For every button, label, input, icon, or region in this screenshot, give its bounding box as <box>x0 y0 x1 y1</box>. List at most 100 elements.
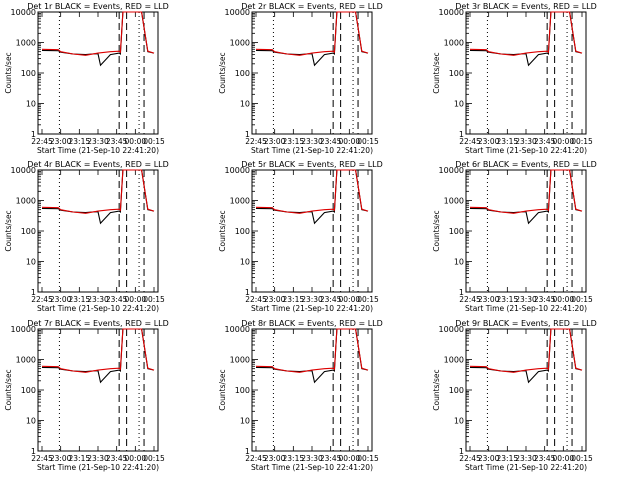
x-tick-label: 00:00 <box>125 454 147 463</box>
y-tick-label: 1 <box>31 288 36 297</box>
x-tick-label: 23:15 <box>283 295 305 304</box>
y-tick-label: 1000 <box>16 39 36 48</box>
y-tick-label: 100 <box>21 227 36 236</box>
x-tick-label: 00:15 <box>357 137 379 146</box>
x-axis-label: Start Time (21-Sep-10 22:41:20) <box>37 463 159 472</box>
x-tick-label: 00:00 <box>339 137 361 146</box>
y-axis-label: Counts/sec <box>218 210 227 251</box>
y-tick-label: 1000 <box>16 356 36 365</box>
y-tick-label: 100 <box>235 69 250 78</box>
x-axis-label: Start Time (21-Sep-10 22:41:20) <box>251 304 373 313</box>
x-axis-label: Start Time (21-Sep-10 22:41:20) <box>465 146 587 155</box>
events-series-line <box>469 169 583 225</box>
y-tick-label: 10 <box>240 100 250 109</box>
x-tick-label: 00:15 <box>571 295 593 304</box>
y-axis-label: Counts/sec <box>4 369 13 410</box>
detector-panel: 1 10 100 1000 10000 22:4523:0023:1523:3023:45… <box>4 319 169 472</box>
x-tick-label: 23:15 <box>497 454 519 463</box>
y-tick-label: 1 <box>459 447 464 456</box>
y-tick-label: 1 <box>245 447 250 456</box>
panel-title: Det 9r BLACK = Events, RED = LLD <box>455 319 597 328</box>
x-tick-label: 23:00 <box>50 137 72 146</box>
plot-frame <box>465 169 587 293</box>
x-tick-label: 23:45 <box>534 295 556 304</box>
x-tick-label: 23:45 <box>534 454 556 463</box>
x-tick-label: 23:45 <box>106 137 128 146</box>
y-tick-label: 10000 <box>11 8 36 17</box>
plot-frame <box>37 169 159 293</box>
x-tick-label: 23:30 <box>515 295 537 304</box>
x-tick-label: 23:45 <box>106 454 128 463</box>
x-tick-label: 23:15 <box>69 137 91 146</box>
events-series-line <box>255 11 369 67</box>
x-tick-label: 00:15 <box>357 295 379 304</box>
x-tick-label: 23:45 <box>320 295 342 304</box>
x-tick-label: 23:30 <box>301 137 323 146</box>
detector-panel: 1 10 100 1000 10000 22:4523:0023:1523:3023:45… <box>218 160 383 313</box>
lld-series-line <box>469 11 583 56</box>
panel-title: Det 4r BLACK = Events, RED = LLD <box>27 160 169 169</box>
x-tick-label: 23:15 <box>69 454 91 463</box>
y-tick-label: 10 <box>26 100 36 109</box>
y-tick-label: 100 <box>449 386 464 395</box>
y-tick-label: 10000 <box>439 166 464 175</box>
x-tick-label: 23:00 <box>478 295 500 304</box>
x-tick-label: 22:45 <box>245 137 267 146</box>
y-tick-label: 10000 <box>225 166 250 175</box>
x-tick-label: 00:00 <box>125 295 147 304</box>
y-tick-label: 1000 <box>16 197 36 206</box>
detector-panel: 1 10 100 1000 10000 22:4523:0023:1523:3023:45… <box>432 319 597 472</box>
x-axis-label: Start Time (21-Sep-10 22:41:20) <box>251 463 373 472</box>
panel-title: Det 3r BLACK = Events, RED = LLD <box>455 2 597 11</box>
y-tick-label: 1000 <box>230 356 250 365</box>
x-tick-label: 00:00 <box>553 137 575 146</box>
plot-frame <box>251 169 373 293</box>
x-tick-label: 00:15 <box>143 454 165 463</box>
x-tick-label: 00:00 <box>339 454 361 463</box>
plot-frame <box>465 328 587 452</box>
y-tick-label: 100 <box>21 386 36 395</box>
events-series-line <box>255 328 369 384</box>
events-series-line <box>41 11 155 67</box>
x-tick-label: 23:30 <box>515 454 537 463</box>
y-tick-label: 10000 <box>11 325 36 334</box>
y-tick-label: 1000 <box>444 356 464 365</box>
x-tick-label: 22:45 <box>31 137 53 146</box>
x-tick-label: 00:00 <box>553 454 575 463</box>
y-tick-label: 1 <box>459 288 464 297</box>
x-tick-label: 23:30 <box>87 454 109 463</box>
x-tick-label: 23:00 <box>264 454 286 463</box>
y-axis-label: Counts/sec <box>432 52 441 93</box>
x-tick-label: 23:15 <box>497 137 519 146</box>
events-series-line <box>255 169 369 225</box>
y-tick-label: 100 <box>449 69 464 78</box>
panel-title: Det 8r BLACK = Events, RED = LLD <box>241 319 383 328</box>
x-tick-label: 23:00 <box>264 137 286 146</box>
y-tick-label: 10000 <box>11 166 36 175</box>
events-series-line <box>41 169 155 225</box>
y-tick-label: 10000 <box>439 8 464 17</box>
x-axis-label: Start Time (21-Sep-10 22:41:20) <box>37 304 159 313</box>
x-axis-label: Start Time (21-Sep-10 22:41:20) <box>251 146 373 155</box>
y-tick-label: 10 <box>26 417 36 426</box>
lld-series-line <box>469 169 583 214</box>
y-tick-label: 100 <box>21 69 36 78</box>
y-axis-label: Counts/sec <box>432 369 441 410</box>
y-tick-label: 1 <box>245 288 250 297</box>
x-tick-label: 23:30 <box>87 295 109 304</box>
x-tick-label: 23:00 <box>264 295 286 304</box>
y-axis-label: Counts/sec <box>218 369 227 410</box>
plot-frame <box>37 11 159 135</box>
x-tick-label: 23:30 <box>301 295 323 304</box>
x-tick-label: 23:00 <box>50 454 72 463</box>
lld-series-line <box>41 11 155 56</box>
x-tick-label: 23:00 <box>478 454 500 463</box>
detector-panel: 1 10 100 1000 10000 22:4523:0023:1523:3023:45… <box>218 2 383 155</box>
y-tick-label: 10 <box>26 258 36 267</box>
panel-title: Det 5r BLACK = Events, RED = LLD <box>241 160 383 169</box>
x-tick-label: 23:15 <box>283 137 305 146</box>
x-tick-label: 00:15 <box>571 137 593 146</box>
x-tick-label: 22:45 <box>459 137 481 146</box>
detector-panel: 1 10 100 1000 10000 22:4523:0023:1523:3023:45… <box>432 2 597 155</box>
y-tick-label: 10 <box>454 100 464 109</box>
